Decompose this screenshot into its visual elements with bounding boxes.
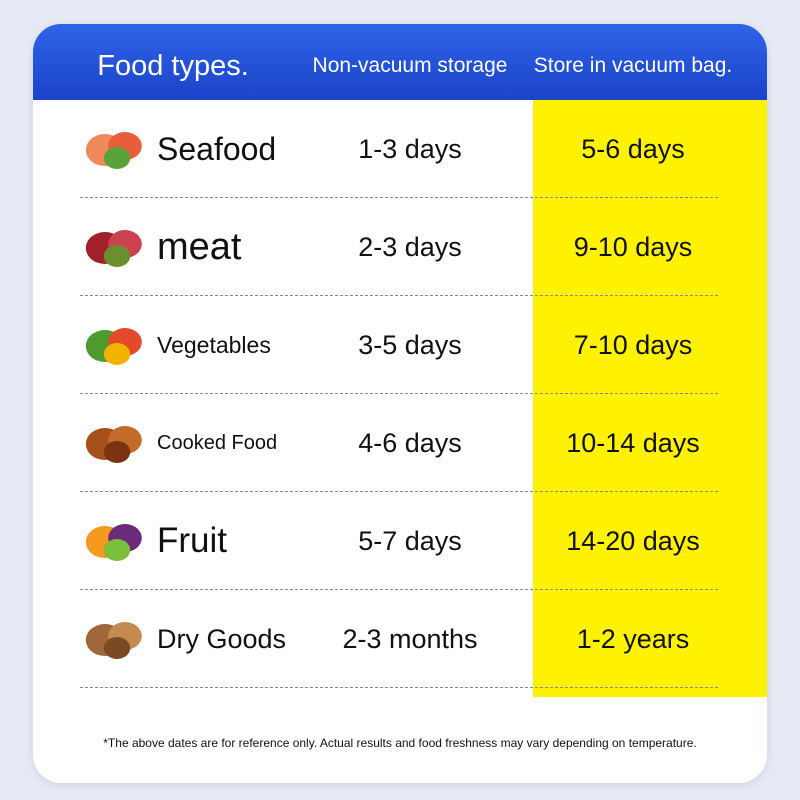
row-divider	[80, 197, 718, 198]
table-row: Dry Goods 2-3 months 1-2 years	[33, 590, 767, 688]
table-row: Fruit 5-7 days 14-20 days	[33, 492, 767, 590]
food-name: meat	[157, 225, 242, 268]
header-cell: Food types.	[97, 50, 249, 82]
table-row: meat 2-3 days 9-10 days	[33, 198, 767, 296]
header-cell: Store in vacuum bag.	[533, 54, 733, 77]
highlight-column	[533, 100, 767, 697]
food-name: Fruit	[157, 521, 227, 560]
non-vacuum-days: 3-5 days	[358, 329, 462, 360]
food-icon	[85, 230, 142, 267]
food-name: Cooked Food	[157, 431, 278, 454]
food-icon	[85, 622, 142, 659]
row-divider	[80, 589, 718, 590]
vacuum-days: 14-20 days	[566, 525, 700, 556]
row-divider	[80, 491, 718, 492]
vacuum-days: 10-14 days	[566, 427, 700, 458]
header-cell: Non-vacuum storage	[312, 54, 508, 77]
food-name: Vegetables	[157, 331, 271, 358]
vacuum-days: 9-10 days	[573, 231, 693, 262]
row-divider	[80, 687, 718, 688]
food-name: Seafood	[157, 130, 277, 167]
vacuum-days: 7-10 days	[573, 329, 693, 360]
food-icon	[85, 426, 142, 463]
non-vacuum-days: 2-3 months	[342, 623, 478, 654]
food-icon	[85, 132, 142, 169]
footnote: *The above dates are for reference only.…	[103, 736, 697, 750]
row-divider	[80, 393, 718, 394]
icon-shape	[103, 147, 131, 169]
food-icon	[85, 524, 142, 561]
icon-shape	[103, 637, 131, 659]
icon-shape	[103, 343, 131, 365]
table-row: Seafood 1-3 days 5-6 days	[33, 100, 767, 198]
non-vacuum-days: 4-6 days	[358, 427, 462, 458]
non-vacuum-days: 2-3 days	[358, 231, 462, 262]
non-vacuum-days: 1-3 days	[358, 133, 462, 164]
non-vacuum-days: 5-7 days	[358, 525, 462, 556]
table-row: Vegetables 3-5 days 7-10 days	[33, 296, 767, 394]
food-name: Dry Goods	[157, 623, 287, 654]
storage-table: Food types. Non-vacuum storage Store in …	[33, 24, 767, 783]
food-icon	[85, 328, 142, 365]
icon-shape	[103, 539, 131, 561]
header-bar: Food types. Non-vacuum storage Store in …	[33, 24, 767, 100]
icon-shape	[103, 245, 131, 267]
row-divider	[80, 295, 718, 296]
vacuum-days: 1-2 years	[576, 623, 690, 654]
vacuum-days: 5-6 days	[581, 133, 685, 164]
icon-shape	[103, 441, 131, 463]
table-row: Cooked Food 4-6 days 10-14 days	[33, 394, 767, 492]
